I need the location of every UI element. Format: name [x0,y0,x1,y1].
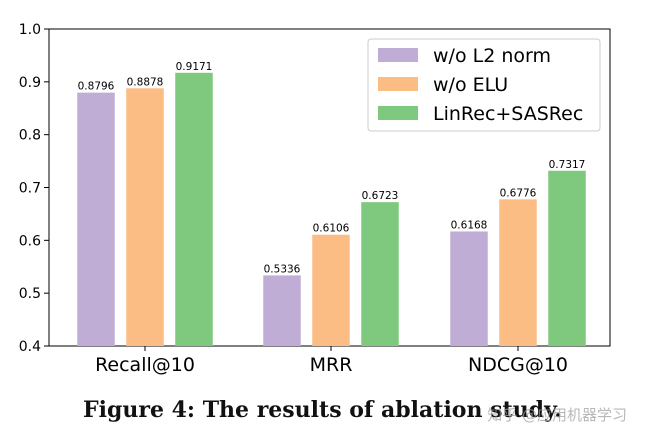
y-tick-label: 0.5 [19,286,41,302]
bar-value-label: 0.5336 [264,263,301,275]
y-axis: 0.4 0.5 0.6 0.7 0.8 0.9 1.0 [19,22,49,355]
bar-value-label: 0.6776 [500,187,537,199]
y-tick-label: 0.9 [19,75,41,91]
bar-value-label: 0.6168 [451,219,488,231]
bar-value-label: 0.6723 [362,190,399,202]
bar-value-label: 0.6106 [313,223,350,235]
legend-label: w/o L2 norm [433,45,551,67]
bar-w-o-l2-norm-recall-10 [77,92,115,347]
bar-w-o-l2-norm-ndcg-10 [450,231,488,346]
bar-w-o-elu-ndcg-10 [499,199,537,346]
figure-caption: Figure 4: The results of ablation study. [83,397,562,423]
x-category-label: NDCG@10 [468,354,568,376]
x-axis: Recall@10 MRR NDCG@10 [95,346,568,376]
y-tick-label: 1.0 [19,22,41,38]
bar-w-o-elu-recall-10 [126,88,164,347]
legend-swatch [378,48,418,62]
bar-w-o-l2-norm-mrr [263,275,301,346]
legend-swatch [378,77,418,91]
bar-value-label: 0.9171 [176,61,213,73]
bars-group: 0.8796 0.8878 0.9171 0.5336 0.6106 0.6723 0.61… [77,61,586,347]
bar-linrec-sasrec-ndcg-10 [548,170,586,346]
y-tick-label: 0.6 [19,233,41,249]
x-category-label: Recall@10 [95,354,195,376]
bar-linrec-sasrec-mrr [361,202,399,346]
legend-swatch [378,106,418,120]
bar-value-label: 0.7317 [549,159,586,171]
bar-value-label: 0.8878 [127,76,164,88]
x-category-label: MRR [310,354,353,376]
legend-box [367,38,601,132]
legend: w/o L2 norm w/o ELU LinRec+SASRec [367,38,601,132]
bar-w-o-elu-mrr [312,234,350,346]
y-tick-label: 0.8 [19,128,41,144]
watermark-text: 知乎 @应用机器学习 [487,406,627,424]
legend-label: LinRec+SASRec [433,103,583,125]
y-tick-label: 0.7 [19,181,41,197]
bar-value-label: 0.8796 [78,81,115,93]
legend-label: w/o ELU [433,74,508,96]
y-tick-label: 0.4 [19,339,41,355]
ablation-bar-chart: 0.4 0.5 0.6 0.7 0.8 0.9 1.0 0.8796 0.8878 0.9171… [19,22,611,376]
bar-linrec-sasrec-recall-10 [175,72,213,347]
